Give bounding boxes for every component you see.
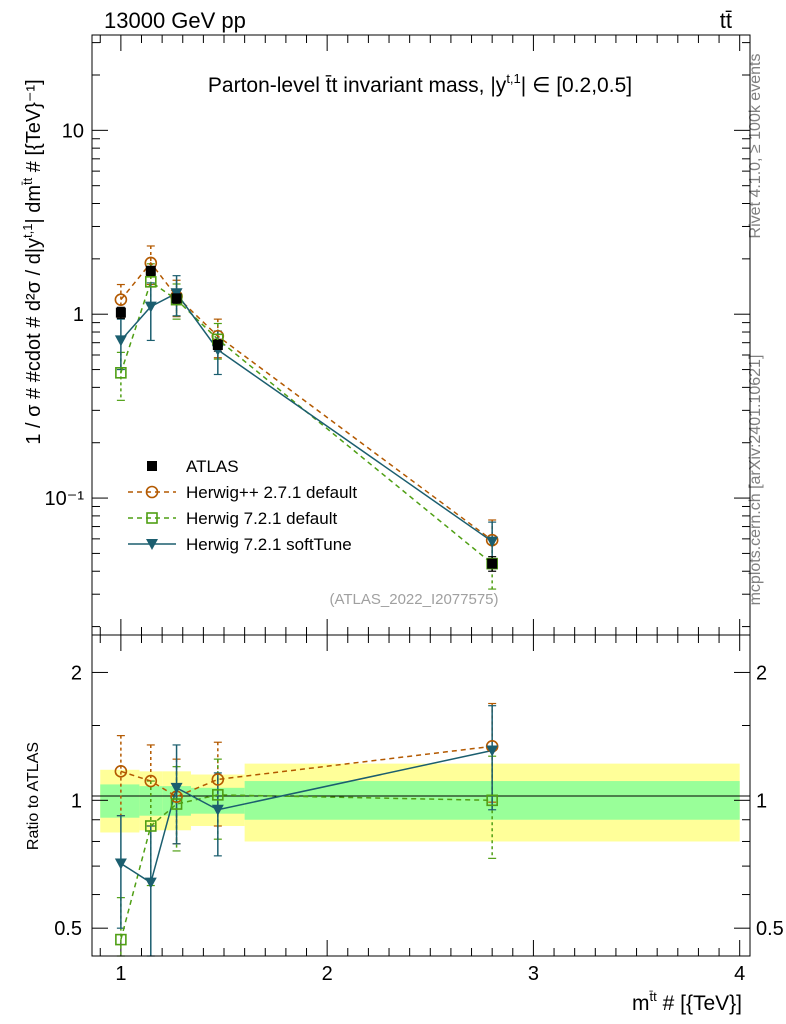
- legend-entry-label: Herwig++ 2.7.1 default: [186, 483, 357, 502]
- ratio-band-inner: [100, 784, 140, 818]
- ratio-point: [211, 773, 225, 786]
- main-markers: [114, 256, 499, 570]
- ratio-y-tick-label-right: 1: [756, 790, 767, 812]
- ratio-point: [170, 782, 183, 794]
- main-panel: 10⁻¹ 1 10 Parton-level t̄t invariant mass,…: [20, 34, 751, 636]
- main-y-label: 1 / σ # #cdot # d²σ / d|yt,1| dmt̄t # [{…: [20, 79, 45, 444]
- main-point: [115, 367, 127, 379]
- ratio-ticks: 0.5 0.5 1 1 2 2: [54, 635, 784, 956]
- ratio-frame: [91, 634, 751, 957]
- x-tick-labels: 1 2 3 4: [115, 963, 745, 985]
- ratio-point: [114, 765, 128, 778]
- main-title-tail: | ∈ [0.2,0.5]: [521, 74, 632, 97]
- main-y-label-tail: # [{TeV}⁻¹]: [23, 79, 45, 177]
- main-point: [144, 276, 157, 288]
- ratio-y-label: Ratio to ATLAS: [25, 742, 42, 850]
- main-point: [145, 265, 156, 276]
- main-y-tick-label: 1: [73, 304, 84, 326]
- main-point: [115, 307, 126, 318]
- x-tick-label: 1: [115, 963, 126, 985]
- mcplots-label: mcplots.cern.ch [arXiv:2401.10621]: [747, 355, 764, 606]
- ratio-panel: 0.5 0.5 1 1 2 2 Ratio to ATLAS: [25, 634, 784, 957]
- legend-marker: [146, 512, 158, 524]
- rivet-label: Rivet 4.1.0, ≥ 100k events: [747, 54, 764, 239]
- x-axis-label: mt̄t # [{TeV}]: [632, 989, 742, 1015]
- ratio-y-tick-label: 1: [71, 790, 82, 812]
- ratio-y-tick-label: 0.5: [54, 918, 82, 940]
- main-title-sup: t,1: [506, 71, 520, 86]
- main-series-line: [120, 261, 493, 541]
- legend-marker: [146, 539, 158, 550]
- ratio-y-tick-label-right: 0.5: [756, 918, 784, 940]
- main-annotation: (ATLAS_2022_I2077575): [329, 591, 498, 608]
- ratio-point: [211, 804, 224, 816]
- ratio-point: [115, 933, 127, 946]
- ratio-point: [486, 794, 498, 807]
- x-axis-label-text: m: [632, 992, 650, 1015]
- ratio-point: [170, 798, 183, 810]
- main-y-label-sup2: t̄t: [20, 177, 35, 185]
- main-point: [487, 558, 498, 569]
- ratio-y-tick-label: 2: [71, 662, 82, 684]
- x-tick-label: 3: [528, 963, 539, 985]
- ratio-series-line: [120, 745, 493, 798]
- ratio-point: [144, 774, 158, 788]
- main-point: [486, 536, 499, 548]
- legend-entry-label: Herwig 7.2.1 softTune: [186, 535, 352, 554]
- header-right: tt̄: [720, 8, 732, 33]
- main-series-line: [120, 292, 493, 543]
- main-y-tick-label: 10⁻¹: [45, 488, 85, 510]
- ratio-point: [144, 820, 157, 832]
- ratio-point: [144, 877, 157, 889]
- main-title: Parton-level t̄t invariant mass, |yt,1| …: [208, 71, 632, 97]
- legend-entry-label: Herwig 7.2.1 default: [186, 509, 337, 528]
- legend: ATLAS Herwig++ 2.7.1 default Herwig 7.2.1 …: [128, 457, 357, 554]
- header-left: 13000 GeV pp: [104, 8, 246, 33]
- ratio-markers: [114, 740, 499, 946]
- main-point: [114, 293, 128, 306]
- x-axis-label-tail: # [{TeV}]: [657, 992, 742, 1015]
- x-tick-label: 2: [322, 963, 333, 985]
- main-point: [171, 293, 182, 304]
- main-point: [212, 339, 223, 350]
- legend-marker: [145, 485, 159, 499]
- main-point: [114, 335, 127, 347]
- x-tick-label: 4: [734, 963, 745, 985]
- main-y-tick-label: 10: [62, 120, 84, 142]
- main-y-label-sup: t,1: [20, 224, 35, 238]
- x-axis-label-sup: t̄t: [649, 989, 657, 1004]
- ratio-point: [486, 745, 499, 757]
- ratio-point: [212, 789, 224, 801]
- main-point: [144, 301, 157, 313]
- main-title-text: Parton-level t̄t invariant mass, |y: [208, 74, 507, 97]
- legend-marker: [147, 461, 157, 471]
- ratio-bands: [100, 763, 740, 842]
- legend-entry-label: ATLAS: [186, 457, 239, 476]
- main-y-label-text: 1 / σ # #cdot # d²σ / d|y: [23, 238, 45, 445]
- main-ticks: 10⁻¹ 1 10: [45, 35, 750, 635]
- ratio-y-tick-label-right: 2: [756, 662, 767, 684]
- ratio-point: [114, 858, 127, 870]
- main-y-label-mid: | dm: [23, 185, 45, 224]
